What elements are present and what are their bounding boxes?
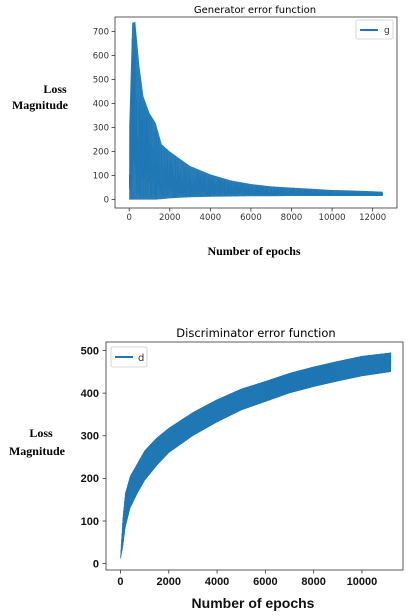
- generator-ylabel-line2: Magnitude: [12, 98, 69, 112]
- generator-legend: g: [355, 19, 394, 40]
- discriminator-legend: d: [110, 346, 148, 368]
- y-tick-label: 0: [104, 196, 109, 206]
- discriminator-ylabel-line2: Magnitude: [9, 444, 66, 458]
- y-tick-label: 500: [93, 75, 109, 85]
- y-tick-label: 600: [93, 51, 109, 61]
- y-tick-label: 700: [93, 27, 109, 37]
- generator-ylabel-line1: Loss: [43, 82, 67, 96]
- discriminator-chart-title: Discriminator error function: [176, 326, 335, 340]
- discriminator-xlabel: Number of epochs: [192, 595, 315, 611]
- y-tick-label: 500: [81, 345, 99, 357]
- y-tick-label: 300: [81, 431, 99, 443]
- y-tick-label: 200: [81, 473, 99, 485]
- x-tick-label: 10000: [319, 213, 346, 223]
- x-tick-label: 10000: [347, 576, 378, 588]
- x-tick-label: 6000: [240, 213, 262, 223]
- discriminator-axes-layer: 0 2000 4000 6000 8000 10000 0 100 200 300 400 500: [81, 345, 378, 588]
- x-tick-label: 2000: [159, 213, 181, 223]
- discriminator-legend-label: d: [138, 353, 144, 364]
- y-tick-label: 0: [93, 558, 99, 570]
- x-tick-label: 0: [126, 213, 131, 223]
- series-d-line: [120, 352, 392, 559]
- y-tick-label: 200: [93, 148, 109, 158]
- generator-chart-title: Generator error function: [194, 5, 316, 16]
- discriminator-ylabel-line1: Loss: [29, 426, 53, 440]
- y-tick-label: 400: [81, 388, 99, 400]
- discriminator-series-layer: [120, 352, 392, 560]
- generator-series-layer: [128, 21, 384, 200]
- y-tick-label: 100: [81, 516, 99, 528]
- generator-chart: Generator error function Loss Magnitude …: [12, 5, 398, 258]
- x-tick-label: 0: [117, 576, 123, 588]
- x-tick-label: 8000: [281, 213, 303, 223]
- series-g-line: [128, 24, 384, 200]
- generator-xlabel: Number of epochs: [207, 244, 300, 258]
- y-tick-label: 400: [93, 99, 109, 109]
- x-tick-label: 4000: [200, 213, 222, 223]
- x-tick-label: 4000: [205, 576, 229, 588]
- x-tick-label: 12000: [359, 213, 386, 223]
- x-tick-label: 2000: [157, 576, 181, 588]
- x-tick-label: 8000: [301, 576, 325, 588]
- y-tick-label: 300: [93, 123, 109, 133]
- x-tick-label: 6000: [253, 576, 277, 588]
- generator-legend-label: g: [384, 26, 390, 36]
- y-tick-label: 100: [93, 172, 109, 182]
- discriminator-chart: Discriminator error function Loss Magnit…: [9, 326, 404, 611]
- generator-axes-layer: 0 2000 4000 6000 8000 10000 12000 0 100 200 300 400…: [93, 27, 386, 223]
